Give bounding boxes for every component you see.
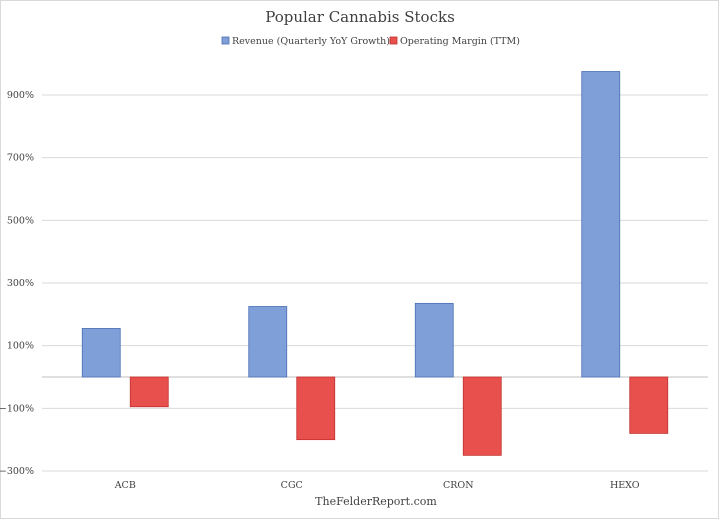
x-tick-label: HEXO [610,480,640,491]
bar-cgc-revenue [248,306,288,378]
legend-swatch-operating-margin [389,36,398,45]
y-tick-label: 700% [7,153,34,164]
y-tick-label: 100% [7,341,34,352]
y-axis-ticks: −300% −100% 100% 300% 500% 700% 900% [0,90,34,477]
bars [81,71,669,456]
y-tick-label: 900% [7,90,34,101]
x-tick-label: CGC [281,480,303,491]
source-label: TheFelderReport.com [315,495,437,508]
bar-hexo-operating-margin [629,376,669,434]
legend-swatch-revenue [221,36,230,45]
legend-label-revenue: Revenue (Quarterly YoY Growth) [232,36,390,47]
bar-acb-revenue [81,328,121,378]
y-tick-label: 300% [7,278,34,289]
legend: Revenue (Quarterly YoY Growth) Operating… [221,36,520,47]
bar-cron-revenue [414,302,454,378]
bar-cron-operating-margin [462,376,502,456]
x-tick-label: ACB [114,480,136,491]
bar-acb-operating-margin [129,376,169,408]
legend-label-operating-margin: Operating Margin (TTM) [400,36,520,47]
chart-title: Popular Cannabis Stocks [265,8,455,26]
bar-cgc-operating-margin [296,376,336,441]
bar-hexo-revenue [581,71,621,378]
x-tick-label: CRON [443,480,474,491]
y-tick-label: −100% [0,403,34,414]
y-tick-label: 500% [7,215,34,226]
x-axis-ticks: ACB CGC CRON HEXO [114,480,640,491]
y-tick-label: −300% [0,466,34,477]
